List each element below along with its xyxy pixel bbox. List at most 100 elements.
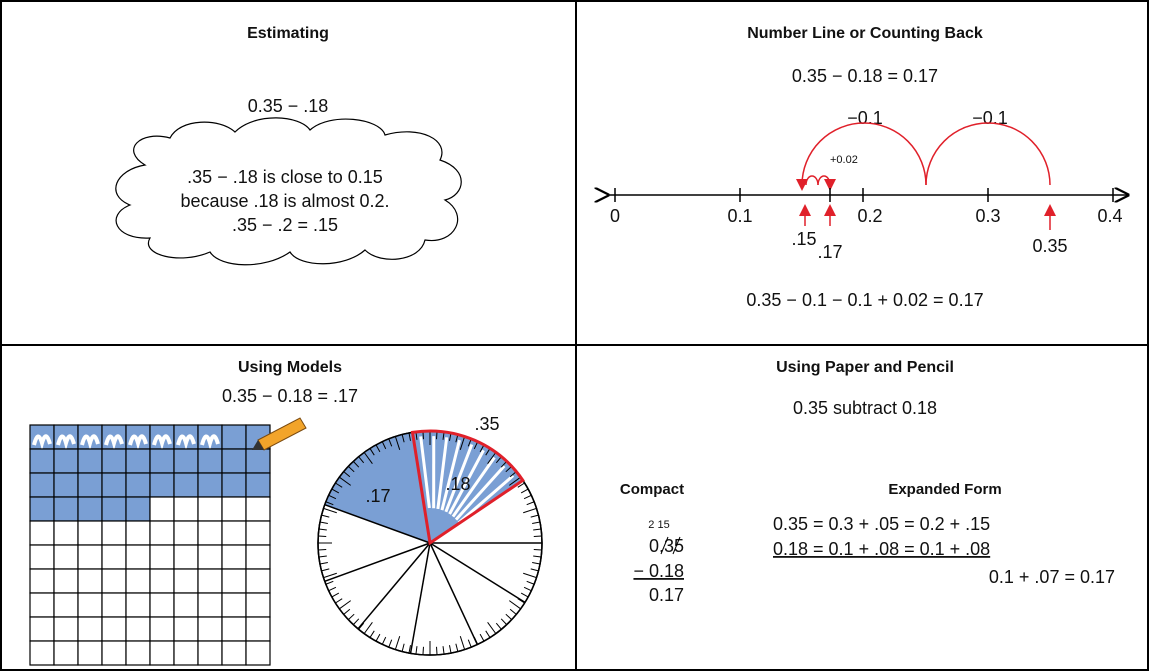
grid-cell <box>126 641 150 665</box>
method-heading: Compact <box>620 481 684 498</box>
number-line <box>608 188 1128 202</box>
grid-cell <box>174 545 198 569</box>
grid-cell <box>30 449 54 473</box>
grid-cell <box>246 545 270 569</box>
grid-cell <box>102 593 126 617</box>
grid-cell <box>150 497 174 521</box>
grid-cell <box>246 569 270 593</box>
grid-cell <box>246 473 270 497</box>
jump-arc <box>926 123 1050 185</box>
grid-cell <box>198 593 222 617</box>
grid-cell <box>198 497 222 521</box>
grid-cell <box>198 521 222 545</box>
grid-cell <box>54 521 78 545</box>
grid-cell <box>150 641 174 665</box>
grid-cell <box>102 569 126 593</box>
grid-cell <box>198 473 222 497</box>
regroup: 2 15 <box>648 519 669 531</box>
grid-cell <box>150 617 174 641</box>
expanded-line: 0.1 + .07 = 0.17 <box>989 567 1115 587</box>
grid-cell <box>246 617 270 641</box>
grid-cell <box>126 617 150 641</box>
circle-tick <box>534 550 542 551</box>
cloud-line: because .18 is almost 0.2. <box>180 191 389 211</box>
circle-tick <box>437 647 438 655</box>
grid-cell <box>174 593 198 617</box>
grid-cell <box>222 569 246 593</box>
grid-cell <box>222 521 246 545</box>
marker-label: .17 <box>817 242 842 262</box>
grid-cell <box>78 473 102 497</box>
grid-cell <box>78 545 102 569</box>
grid-cell <box>222 473 246 497</box>
panel-title: Using Paper and Pencil <box>776 359 954 376</box>
grid-cell <box>150 521 174 545</box>
tick-label: 0.2 <box>857 206 882 226</box>
marker-label: .15 <box>791 229 816 249</box>
tick-label: 0.4 <box>1097 206 1122 226</box>
grid-cell <box>150 449 174 473</box>
panel-title: Estimating <box>247 25 329 42</box>
grid-cell <box>222 497 246 521</box>
cloud-line: .35 − .18 is close to 0.15 <box>187 167 383 187</box>
jump-label: +0.02 <box>830 154 858 166</box>
grid-cell <box>198 569 222 593</box>
grid-cell <box>54 545 78 569</box>
grid-cell <box>198 449 222 473</box>
grid-cell <box>102 545 126 569</box>
circle-tick <box>318 536 326 537</box>
circle-label: .18 <box>445 474 470 494</box>
grid-cell <box>126 569 150 593</box>
expanded-line: 0.18 = 0.1 + .08 = 0.1 + .08 <box>773 539 990 559</box>
prompt: 0.35 subtract 0.18 <box>793 398 937 418</box>
grid-cell <box>174 497 198 521</box>
grid-cell <box>150 593 174 617</box>
grid-cell <box>174 569 198 593</box>
grid-cell <box>150 545 174 569</box>
circle-tick <box>534 536 542 537</box>
grid-cell <box>78 641 102 665</box>
grid-cell <box>174 473 198 497</box>
cloud-line: .35 − .2 = .15 <box>232 215 338 235</box>
grid-cell <box>150 473 174 497</box>
grid-cell <box>174 449 198 473</box>
circle-model <box>318 431 542 655</box>
grid-cell <box>246 449 270 473</box>
page: Estimating 0.35 − .18 .35 − .18 is close… <box>0 0 1149 671</box>
compact-line: 0.17 <box>649 585 684 605</box>
grid-cell <box>150 569 174 593</box>
grid-cell <box>78 569 102 593</box>
jump-arc <box>806 176 818 185</box>
grid-cell <box>126 497 150 521</box>
grid-cell <box>30 497 54 521</box>
grid-cell <box>246 497 270 521</box>
grid-cell <box>30 545 54 569</box>
hundred-grid <box>30 425 270 665</box>
grid-cell <box>102 641 126 665</box>
grid-cell <box>102 521 126 545</box>
grid-cell <box>54 449 78 473</box>
grid-cell <box>30 617 54 641</box>
circle-tick <box>423 647 424 655</box>
grid-cell <box>174 617 198 641</box>
grid-cell <box>30 521 54 545</box>
equation: 0.35 − 0.18 = 0.17 <box>792 66 938 86</box>
jump-arc <box>802 123 926 185</box>
grid-cell <box>78 497 102 521</box>
panel-title: Number Line or Counting Back <box>747 25 983 42</box>
grid-cell <box>126 521 150 545</box>
grid-cell <box>198 545 222 569</box>
grid-cell <box>30 569 54 593</box>
grid-cell <box>30 593 54 617</box>
equation: 0.35 − 0.18 = .17 <box>222 386 358 406</box>
grid-cell <box>222 641 246 665</box>
grid-cell <box>54 497 78 521</box>
grid-cell <box>30 641 54 665</box>
markers <box>805 210 1050 230</box>
grid-cell <box>198 617 222 641</box>
circle-tick <box>318 550 326 551</box>
grid-cell <box>174 641 198 665</box>
grid-cell <box>30 473 54 497</box>
tick-label: 0 <box>610 206 620 226</box>
grid-cell <box>222 425 246 449</box>
